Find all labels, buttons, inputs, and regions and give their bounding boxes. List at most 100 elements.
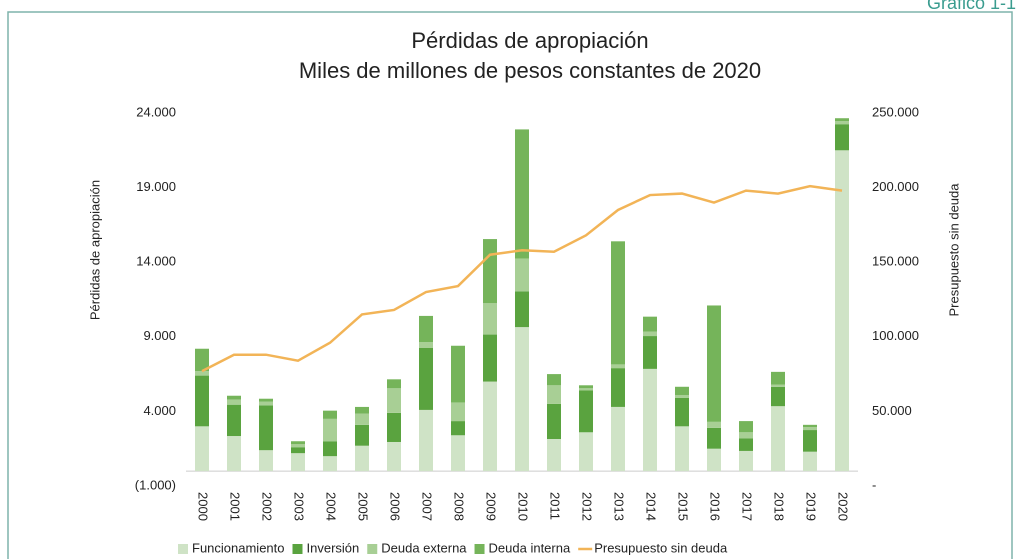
bar-segment	[707, 448, 721, 472]
bar-segment	[227, 436, 241, 472]
y-tick-label: 24.000	[136, 104, 176, 119]
bar-segment	[835, 121, 849, 125]
bar-segment	[515, 327, 529, 472]
legend-label: Deuda externa	[381, 540, 467, 555]
bar-segment	[515, 129, 529, 259]
y-tick-label: 14.000	[136, 254, 176, 269]
bar-segment	[739, 438, 753, 451]
bar-segment	[483, 334, 497, 382]
bar-segment	[643, 316, 657, 332]
bar-segment	[483, 239, 497, 304]
bar-segment	[643, 336, 657, 369]
y-tick-label: 4.000	[143, 403, 176, 418]
x-tick-label: 2017	[740, 492, 755, 521]
y2-tick-label: 50.000	[872, 403, 912, 418]
bar-segment	[547, 385, 561, 404]
bar-segment	[643, 368, 657, 472]
bar-segment	[451, 345, 465, 403]
x-tick-label: 2012	[580, 492, 595, 521]
bar-segment	[771, 406, 785, 472]
chart-subtitle: Miles de millones de pesos constantes de…	[299, 58, 761, 83]
bar-segment	[675, 394, 689, 398]
bar-segment	[483, 303, 497, 335]
bar-segment	[259, 405, 273, 451]
bar-segment	[387, 379, 401, 389]
bar-segment	[195, 348, 209, 372]
bar-segment	[707, 421, 721, 428]
legend-swatch	[178, 544, 188, 554]
x-tick-label: 2006	[388, 492, 403, 521]
bar-segment	[579, 390, 593, 433]
bar-segment	[387, 388, 401, 413]
legend-label: Funcionamiento	[192, 540, 285, 555]
chart-title: Pérdidas de apropiación	[411, 28, 648, 53]
y-tick-label: (1.000)	[135, 477, 176, 492]
bar-segment	[675, 386, 689, 395]
bar-segment	[259, 398, 273, 402]
x-tick-label: 2020	[836, 492, 851, 521]
bar-segment	[803, 430, 817, 452]
legend-swatch	[474, 544, 485, 554]
line-series	[201, 184, 843, 373]
x-tick-label: 2005	[356, 492, 371, 521]
y2-tick-label: 150.000	[872, 254, 919, 269]
bar-segment	[835, 118, 849, 122]
bar-segment	[803, 427, 817, 431]
y2-tick-label: 100.000	[872, 328, 919, 343]
bar-segment	[483, 381, 497, 472]
bar-segment	[835, 150, 849, 472]
y2-tick-label: 200.000	[872, 179, 919, 194]
legend-label: Deuda interna	[489, 540, 571, 555]
bar-segment	[547, 374, 561, 386]
bar-segment	[259, 401, 273, 406]
x-tick-label: 2001	[228, 492, 243, 521]
x-tick-label: 2014	[644, 492, 659, 521]
bar-segment	[803, 451, 817, 472]
bar-segment	[803, 424, 817, 428]
bar-segment	[259, 450, 273, 472]
x-tick-label: 2007	[420, 492, 435, 521]
x-tick-label: 2002	[260, 492, 275, 521]
bar-segment	[355, 445, 369, 472]
bar-segment	[291, 447, 305, 454]
bar-segment	[451, 435, 465, 472]
x-tick-label: 2016	[708, 492, 723, 521]
bar-segment	[291, 441, 305, 445]
x-tick-label: 2010	[516, 492, 531, 521]
bar-segment	[451, 421, 465, 436]
x-tick-label: 2015	[676, 492, 691, 521]
y2-axis-label: Presupuesto sin deuda	[946, 183, 961, 317]
legend-label: Inversión	[307, 540, 360, 555]
bar-segment	[707, 305, 721, 422]
bar-segment	[355, 406, 369, 414]
x-tick-label: 2009	[484, 492, 499, 521]
bar-segment	[611, 364, 625, 369]
bar-segment	[419, 347, 433, 410]
bar-segment	[291, 444, 305, 448]
bar-segment	[643, 331, 657, 337]
bar-segment	[771, 371, 785, 385]
bar-segment	[355, 424, 369, 446]
bar-segment	[387, 441, 401, 472]
y-axis-label: Pérdidas de apropiación	[87, 180, 102, 320]
bar-segment	[419, 315, 433, 343]
y-tick-label: 9.000	[143, 328, 176, 343]
bar-segment	[227, 395, 241, 400]
bar-segment	[195, 375, 209, 427]
bar-segment	[579, 388, 593, 391]
x-tick-label: 2019	[804, 492, 819, 521]
y2-tick-label: -	[872, 477, 876, 492]
bar-segment	[835, 124, 849, 151]
bar-segment	[611, 368, 625, 407]
bar-segment	[291, 453, 305, 472]
bar-segment	[387, 412, 401, 442]
x-tick-label: 2000	[196, 492, 211, 521]
bar-segment	[323, 456, 337, 472]
bar-segment	[579, 432, 593, 472]
bar-segment	[675, 426, 689, 472]
x-tick-label: 2013	[612, 492, 627, 521]
bar-segment	[579, 385, 593, 389]
bar-segment	[419, 409, 433, 472]
bar-segment	[675, 397, 689, 427]
